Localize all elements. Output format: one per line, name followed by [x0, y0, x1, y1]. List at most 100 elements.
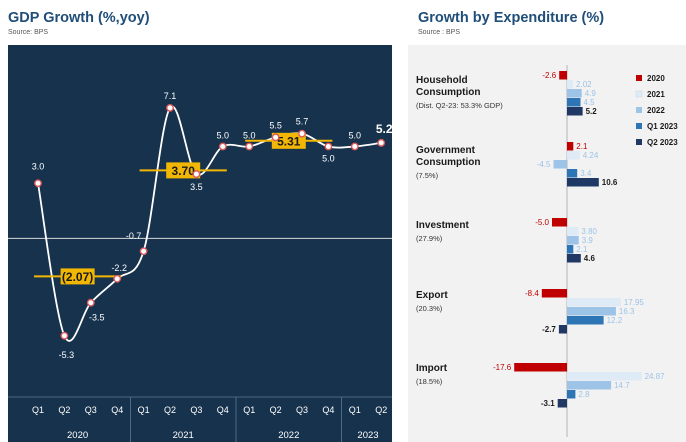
bar-value-label: 4.24 [583, 151, 599, 160]
category-note: (Dist. Q2-23: 53.3% GDP) [416, 101, 503, 110]
left-chart-source: Source: BPS [8, 29, 49, 36]
bar [553, 160, 567, 169]
gdp-point [86, 298, 95, 307]
annual-average-label: (2.07) [62, 270, 93, 284]
x-tick-label: Q1 [32, 405, 44, 415]
x-tick-label: Q3 [190, 405, 202, 415]
bar [567, 107, 583, 116]
category-note: (7.5%) [416, 171, 439, 180]
legend-label: 2021 [647, 90, 665, 99]
bar [567, 390, 576, 399]
bar [567, 178, 599, 187]
bar [567, 316, 604, 325]
bar-value-label: -17.6 [493, 363, 512, 372]
x-tick-label: Q1 [243, 405, 255, 415]
annual-average-box [271, 132, 306, 149]
legend-swatch [636, 123, 642, 129]
gdp-point-label: 3.5 [190, 182, 203, 192]
left-chart-title: GDP Growth (%,yoy) [8, 10, 150, 26]
bar-value-label: 2.02 [576, 80, 592, 89]
bar [567, 254, 581, 263]
gdp-point [298, 129, 306, 138]
bar-value-label: -5.0 [535, 218, 549, 227]
bar [567, 169, 578, 178]
category-label: Consumption [416, 87, 480, 98]
gdp-point-label: -5.3 [59, 350, 75, 360]
gdp-point [218, 142, 227, 151]
gdp-point-label: 5.0 [217, 131, 230, 141]
bar [567, 142, 574, 151]
bar [558, 325, 567, 334]
annual-average-box [166, 162, 201, 179]
bar-value-label: 2.1 [576, 245, 588, 254]
bar-value-label: 3.4 [580, 169, 592, 178]
gdp-point [166, 104, 174, 112]
legend-label: Q2 2023 [647, 138, 678, 147]
gdp-point-label: 5.7 [296, 117, 309, 127]
category-note: (20.3%) [416, 304, 443, 313]
gdp-point [139, 247, 148, 256]
x-tick-label: Q4 [217, 405, 229, 415]
gdp-point [377, 138, 386, 147]
bar [567, 98, 581, 107]
bar-value-label: 4.9 [585, 89, 597, 98]
bar-value-label: 3.80 [581, 227, 597, 236]
legend-swatch [636, 75, 642, 81]
category-label: Export [416, 290, 448, 301]
x-tick-label: Q2 [164, 405, 176, 415]
category-note: (27.9%) [416, 234, 443, 243]
right-chart-title: Growth by Expenditure (%) [418, 10, 605, 26]
bar-value-label: -3.1 [541, 399, 555, 408]
bar [567, 372, 642, 381]
year-label: 2020 [67, 430, 88, 441]
annual-average-box [60, 268, 95, 285]
bar-value-label: 3.9 [582, 236, 594, 245]
category-note: (18.5%) [416, 377, 443, 386]
category-label: Household [416, 75, 468, 86]
bar-value-label: 12.2 [607, 316, 623, 325]
category-label: Import [416, 363, 448, 374]
x-tick-label: Q1 [349, 405, 361, 415]
year-label: 2022 [278, 430, 299, 441]
bar-value-label: 24.87 [645, 372, 666, 381]
bar [567, 245, 574, 254]
bar-value-label: 4.5 [584, 98, 596, 107]
gdp-point [192, 170, 201, 178]
bar [514, 363, 567, 372]
x-tick-label: Q4 [111, 405, 123, 415]
x-tick-label: Q4 [322, 405, 334, 415]
expenditure-chart-panel: Household Consumption (Dist. Q2-23: 53.3% … [408, 45, 686, 442]
gdp-point [245, 142, 254, 151]
gdp-point [324, 142, 333, 151]
bar [557, 399, 567, 408]
gdp-point-label: 7.1 [164, 91, 177, 101]
bar-value-label: 17.95 [624, 298, 645, 307]
gdp-growth-chart-panel: (2.07) 3.70 5.31 3.0 -5.3 -3.5 -2.2 -0.7 7.1 3.5 5… [8, 45, 392, 442]
bar-value-label: 2.8 [578, 390, 590, 399]
category-label: Investment [416, 220, 469, 231]
bar [567, 298, 621, 307]
category-label: Government [416, 145, 476, 156]
bar [567, 236, 579, 245]
annual-average-label: 5.31 [277, 134, 301, 148]
bar-value-label: 5.2 [586, 107, 598, 116]
legend-label: Q1 2023 [647, 122, 678, 131]
bar [567, 227, 579, 236]
annual-average-label: 3.70 [172, 164, 196, 178]
gdp-point-label: 3.0 [32, 161, 45, 171]
gdp-point [271, 133, 280, 142]
x-tick-label: Q3 [85, 405, 97, 415]
bar-value-label: -2.7 [542, 325, 556, 334]
gdp-point-label: 5.0 [349, 131, 362, 141]
legend-label: 2022 [647, 106, 665, 115]
bar [567, 80, 574, 89]
bar [567, 151, 580, 160]
bar [567, 89, 582, 98]
gdp-point [113, 274, 122, 283]
legend-swatch [636, 139, 642, 145]
bar-value-label: 2.1 [576, 142, 588, 151]
x-tick-label: Q3 [296, 405, 308, 415]
bar-value-label: -8.4 [525, 289, 539, 298]
gdp-point-label: 5.0 [322, 154, 335, 164]
